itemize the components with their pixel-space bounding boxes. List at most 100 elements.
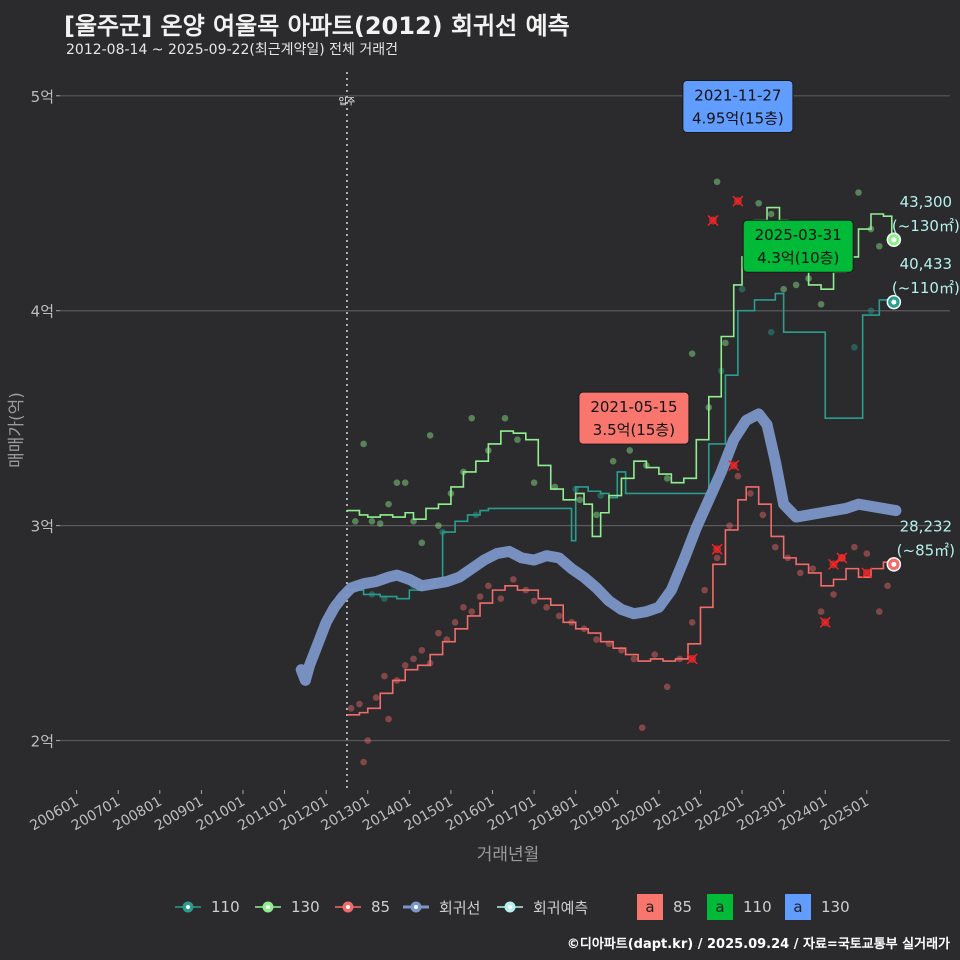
annotation-box xyxy=(578,391,690,445)
annotation-box xyxy=(682,80,794,134)
data-point-85 xyxy=(497,595,505,603)
data-point-130 xyxy=(722,339,729,347)
data-point-130 xyxy=(780,285,787,293)
data-point-85 xyxy=(401,662,409,669)
data-point-130 xyxy=(468,414,476,422)
series-line-110 xyxy=(346,292,893,600)
data-point-130 xyxy=(688,350,696,358)
legend-label: 85 xyxy=(371,898,391,916)
cancelled-mark-85 xyxy=(828,558,840,570)
legend-item: 회귀예측 xyxy=(497,892,588,922)
legend-key xyxy=(255,898,281,916)
regression-layer xyxy=(295,408,902,686)
data-point-85 xyxy=(651,651,659,658)
data-point-130 xyxy=(792,281,800,289)
data-point-130 xyxy=(593,511,600,519)
chart-subtitle: 2012-08-14 ~ 2025-09-22(최근계약일) 전체 거래건 xyxy=(66,42,398,58)
cancelled-mark-130 xyxy=(732,195,744,207)
annotation-price: 3.5억(15층) xyxy=(593,421,675,439)
data-point-85 xyxy=(630,655,638,663)
cancelled-mark-85 xyxy=(861,567,873,579)
axis-layer: 2억3억4억5억20060120070120080120090120100120… xyxy=(27,88,871,834)
forecast-value-130: 43,300 xyxy=(900,193,953,211)
data-point-85 xyxy=(817,608,825,615)
cancelled-mark-85 xyxy=(686,653,698,665)
legend-label: 130 xyxy=(291,898,320,916)
data-point-130 xyxy=(755,199,762,207)
data-point-110 xyxy=(867,307,875,315)
data-point-85 xyxy=(510,576,517,583)
data-point-130 xyxy=(767,210,775,218)
data-point-130 xyxy=(514,436,521,443)
legend-item: 110 xyxy=(175,892,240,922)
cancelled-mark-85 xyxy=(711,543,723,555)
data-point-85 xyxy=(772,543,779,551)
data-point-85 xyxy=(726,522,733,529)
data-point-130 xyxy=(351,518,359,525)
data-point-130 xyxy=(426,432,434,439)
legend-label: 회귀예측 xyxy=(533,898,589,917)
data-point-130 xyxy=(418,539,426,547)
cancelled-mark-85 xyxy=(728,459,740,471)
data-point-130 xyxy=(401,479,409,486)
legend-box-item: a 130 xyxy=(785,892,850,922)
y-tick-label: 4억 xyxy=(31,303,54,321)
annotation-box xyxy=(742,219,854,273)
legend-item: 130 xyxy=(255,892,320,922)
data-point-130 xyxy=(435,522,442,529)
legend-box-key: a xyxy=(637,894,663,920)
forecast-value-85: 28,232 xyxy=(900,517,953,535)
legend-key xyxy=(497,898,523,916)
chart-title: [울주군] 온양 여울목 아파트(2012) 회귀선 예측 xyxy=(64,12,570,40)
data-point-130 xyxy=(817,300,825,308)
data-point-130 xyxy=(713,178,721,186)
data-point-110 xyxy=(767,328,775,336)
footer-credit: ©디아파트(dapt.kr) / 2025.09.24 / 자료=국토교통부 실… xyxy=(566,937,950,952)
data-point-85 xyxy=(451,619,459,626)
data-point-85 xyxy=(713,554,721,562)
series-line-85 xyxy=(346,486,893,716)
cancelled-layer xyxy=(686,195,873,665)
data-point-110 xyxy=(851,343,858,351)
forecast-value-110: 40,433 xyxy=(900,255,953,273)
data-point-85 xyxy=(688,619,696,626)
data-point-85 xyxy=(410,655,417,663)
legend-key xyxy=(175,898,201,916)
x-axis-label: 거래년월 xyxy=(477,845,540,865)
data-point-85 xyxy=(460,604,467,611)
data-point-85 xyxy=(663,683,671,691)
y-tick-label: 3억 xyxy=(31,518,54,536)
data-point-130 xyxy=(393,479,401,486)
data-point-85 xyxy=(851,543,858,551)
y-tick-label: 2억 xyxy=(31,733,54,751)
forecast-marker-core-85 xyxy=(891,561,897,567)
data-point-85 xyxy=(543,604,550,611)
data-point-130 xyxy=(875,242,883,250)
data-point-85 xyxy=(555,612,563,620)
data-point-130 xyxy=(855,189,862,196)
legend-box-label: 110 xyxy=(743,898,772,916)
data-point-85 xyxy=(759,511,767,519)
data-point-85 xyxy=(418,646,426,654)
cancelled-mark-85 xyxy=(819,616,831,628)
data-point-130 xyxy=(360,440,367,448)
cancelled-mark-130 xyxy=(707,214,719,226)
data-point-85 xyxy=(385,715,392,723)
legend-box-label: 130 xyxy=(821,898,850,916)
y-axis-label: 매매가(억) xyxy=(7,392,27,468)
annotation-layer: 2021-11-27 4.95억(15층) 2025-03-31 4.3억(10층) 2… xyxy=(578,80,854,445)
move-in-label: 입주 xyxy=(339,95,356,107)
lines-layer xyxy=(346,206,893,716)
data-point-85 xyxy=(884,582,891,590)
legend-item: 회귀선 xyxy=(403,892,480,922)
data-point-110 xyxy=(738,285,746,293)
data-point-85 xyxy=(809,565,817,572)
y-tick-label: 5억 xyxy=(31,88,54,106)
legend-box-key: a xyxy=(785,894,811,920)
data-point-85 xyxy=(372,694,380,701)
data-point-85 xyxy=(830,591,837,598)
annotation-date: 2025-03-31 xyxy=(755,226,842,244)
data-point-85 xyxy=(356,700,363,708)
forecast-area-110: (~110㎡) xyxy=(892,279,960,297)
